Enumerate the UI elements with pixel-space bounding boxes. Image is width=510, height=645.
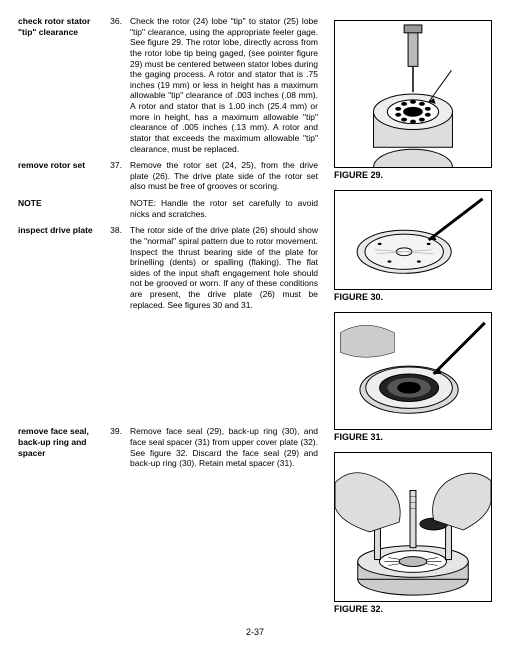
figure-31-image: [334, 312, 492, 430]
step-num-39: 39.: [108, 426, 130, 469]
step-text-38: The rotor side of the drive plate (26) s…: [130, 225, 326, 310]
side-label-36: check rotor stator "tip" clearance: [18, 16, 108, 154]
step-num-36: 36.: [108, 16, 130, 154]
side-label-38: inspect drive plate: [18, 225, 108, 310]
step-text-37: Remove the rotor set (24, 25), from the …: [130, 160, 326, 192]
figure-29-image: [334, 20, 492, 168]
figure-32-caption: FIGURE 32.: [334, 604, 492, 614]
figure-30-caption: FIGURE 30.: [334, 292, 492, 302]
step-text-39: Remove face seal (29), back-up ring (30)…: [130, 426, 326, 469]
step-num-38: 38.: [108, 225, 130, 310]
figure-31-caption: FIGURE 31.: [334, 432, 492, 442]
note-text: NOTE: Handle the rotor set carefully to …: [130, 198, 326, 219]
side-label-39: remove face seal, back-up ring and space…: [18, 426, 108, 469]
figure-29-caption: FIGURE 29.: [334, 170, 492, 180]
note-label: NOTE: [18, 198, 108, 219]
side-label-37: remove rotor set: [18, 160, 108, 192]
figure-30-image: [334, 190, 492, 290]
note-spacer: [108, 198, 130, 219]
step-text-36: Check the rotor (24) lobe "tip" to stato…: [130, 16, 326, 154]
page-number: 2-37: [0, 627, 510, 637]
step-num-37: 37.: [108, 160, 130, 192]
figure-32-image: [334, 452, 492, 602]
figure-column: FIGURE 29. FIGURE 30. FIGURE 31.: [334, 20, 492, 624]
